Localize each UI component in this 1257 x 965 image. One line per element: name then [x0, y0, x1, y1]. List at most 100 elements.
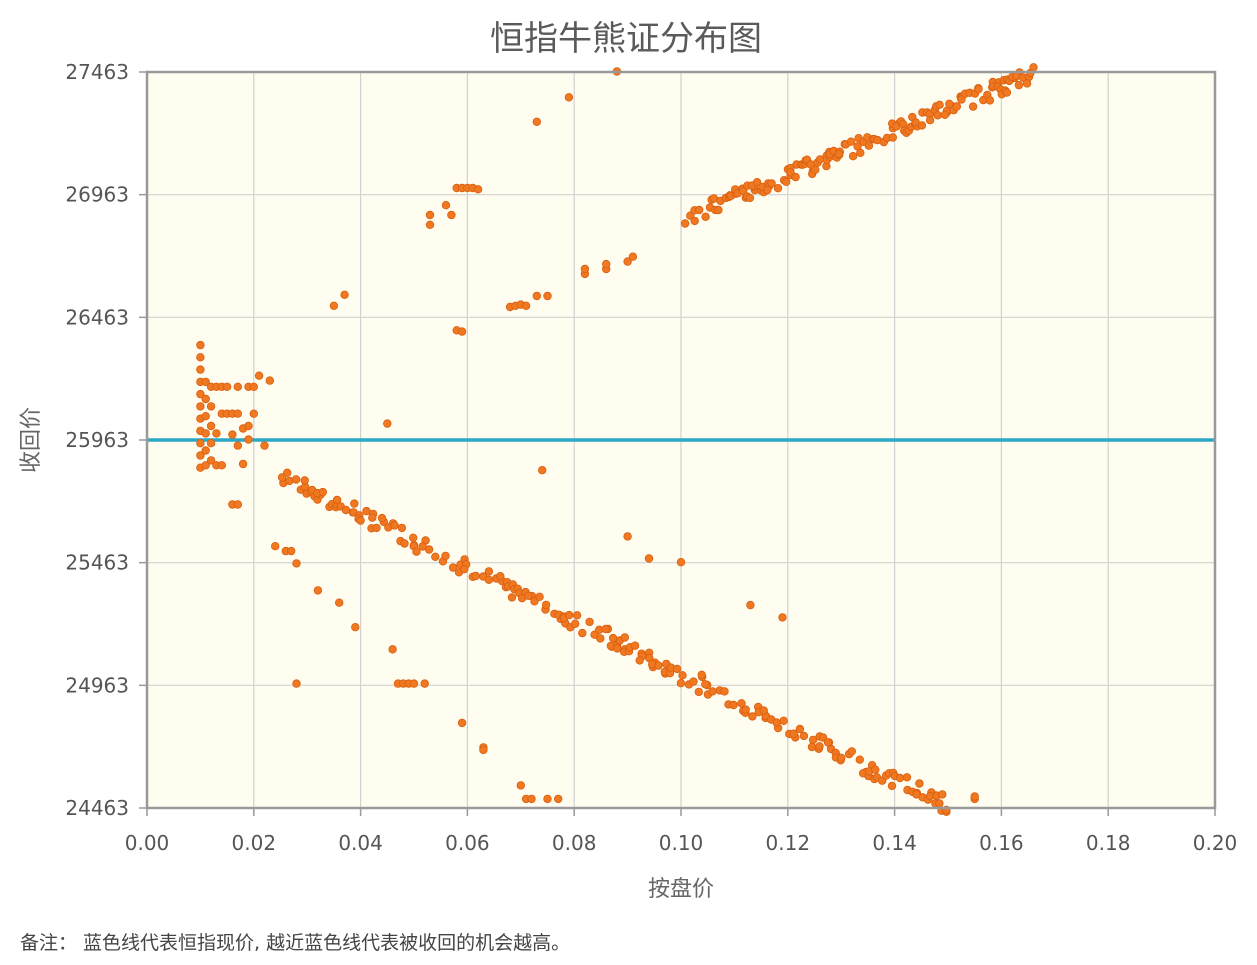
y-tick-label: 25963	[65, 428, 129, 452]
data-point	[409, 679, 419, 688]
data-point	[473, 185, 483, 194]
data-point	[300, 476, 309, 485]
data-point	[554, 794, 563, 804]
data-point	[701, 680, 710, 689]
data-point	[524, 591, 533, 600]
data-point	[578, 628, 587, 638]
data-point	[1014, 80, 1024, 90]
data-point	[676, 558, 686, 567]
data-point	[521, 301, 531, 310]
data-point	[228, 430, 237, 439]
data-point	[460, 565, 469, 574]
data-point	[935, 799, 944, 808]
data-point	[233, 382, 242, 391]
x-tick-label: 0.06	[445, 831, 490, 855]
data-point	[708, 687, 717, 696]
data-point	[585, 617, 594, 627]
data-point	[680, 219, 690, 228]
data-point	[425, 220, 435, 229]
data-point	[1002, 88, 1012, 97]
x-axis-ticks: 0.00 0.02 0.04 0.06 0.08 0.10 0.12 0.14 0.16 0.18…	[125, 808, 1237, 855]
data-point	[846, 137, 856, 146]
data-point	[351, 623, 360, 632]
y-axis-ticks: 24463 24963 25463 25963 26463 26963 27463	[65, 60, 147, 820]
data-point	[654, 661, 663, 670]
data-point	[630, 641, 640, 650]
data-point	[335, 598, 344, 607]
data-point	[714, 205, 723, 215]
data-point	[196, 365, 205, 374]
data-point	[390, 521, 399, 530]
data-point	[484, 575, 494, 584]
data-point	[933, 111, 942, 120]
data-point	[265, 376, 274, 385]
data-point	[779, 716, 788, 725]
x-tick-label: 0.14	[872, 831, 917, 855]
data-point	[318, 487, 327, 497]
data-point	[782, 177, 791, 186]
data-point	[532, 117, 541, 126]
data-point	[201, 377, 210, 387]
data-point	[635, 656, 644, 665]
x-tick-label: 0.12	[766, 831, 811, 855]
x-tick-label: 0.10	[659, 831, 704, 855]
data-point	[543, 794, 552, 804]
data-point	[471, 571, 480, 581]
data-point	[291, 475, 301, 484]
data-point	[420, 679, 429, 688]
data-point	[329, 301, 339, 310]
data-point	[935, 100, 944, 109]
data-point	[741, 705, 750, 714]
data-point	[572, 611, 582, 620]
data-point	[425, 210, 435, 220]
data-point	[974, 84, 983, 94]
data-point	[313, 586, 323, 595]
y-tick-label: 25463	[65, 551, 129, 575]
data-point	[244, 421, 253, 431]
x-tick-label: 0.04	[338, 831, 383, 855]
data-point	[201, 394, 210, 404]
data-point	[332, 495, 342, 505]
data-point	[602, 259, 611, 269]
data-point	[201, 446, 210, 455]
data-point	[368, 513, 377, 522]
data-point	[356, 516, 365, 525]
y-axis-label: 收回价	[19, 407, 44, 473]
data-point	[887, 781, 897, 791]
data-point	[580, 264, 590, 274]
y-tick-label: 24463	[65, 796, 129, 820]
data-point	[249, 382, 258, 391]
data-point	[1012, 71, 1021, 81]
data-point	[249, 409, 258, 418]
data-point	[623, 532, 632, 541]
data-point	[233, 441, 242, 450]
data-point	[340, 290, 349, 299]
data-point	[206, 439, 216, 448]
data-point	[409, 533, 418, 542]
y-tick-label: 26963	[65, 183, 129, 207]
data-point	[940, 110, 950, 119]
data-point	[895, 773, 905, 783]
data-point	[815, 742, 824, 751]
data-point	[837, 753, 846, 762]
data-point	[701, 212, 710, 221]
data-point	[238, 459, 248, 469]
data-point	[1029, 63, 1038, 72]
y-tick-label: 24963	[65, 673, 129, 697]
data-point	[847, 747, 856, 756]
data-point	[535, 592, 544, 601]
data-point	[412, 547, 421, 556]
data-point	[222, 382, 232, 391]
data-point	[285, 476, 294, 486]
data-point	[217, 461, 226, 470]
data-point	[748, 712, 757, 721]
data-point	[496, 572, 505, 581]
data-point	[808, 735, 818, 745]
data-point	[441, 551, 450, 561]
data-point	[196, 402, 205, 411]
data-point	[759, 706, 768, 715]
y-tick-label: 26463	[65, 305, 129, 329]
data-point	[767, 179, 776, 188]
data-point	[564, 93, 574, 102]
data-point	[350, 499, 359, 508]
